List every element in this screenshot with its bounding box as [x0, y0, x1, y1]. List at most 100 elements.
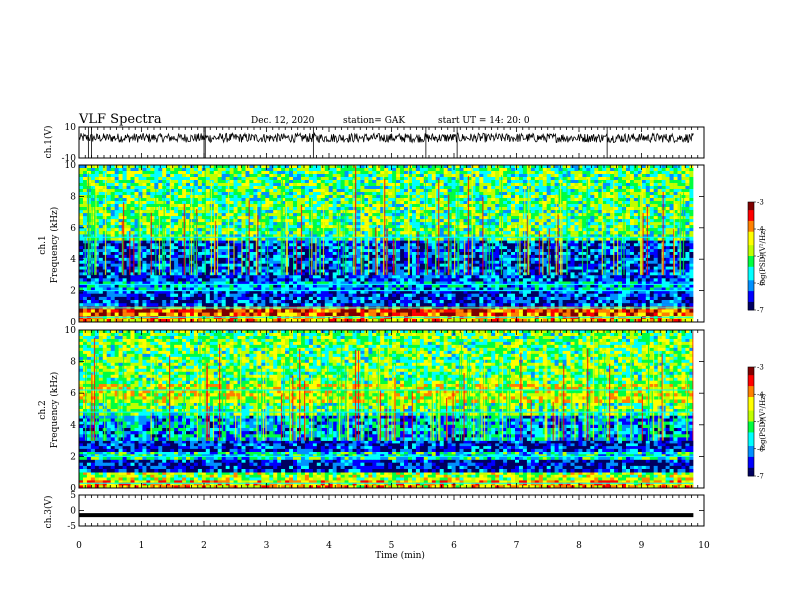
spectrogram-cell: [150, 266, 155, 270]
spectrogram-cell: [550, 318, 555, 323]
spectrogram-cell: [221, 312, 226, 316]
spectrogram-cell: [174, 246, 179, 250]
spectrogram-cell: [170, 168, 175, 172]
spectrogram-cell: [118, 287, 123, 291]
spectrogram-cell: [657, 246, 662, 250]
spectrogram-cell: [352, 272, 357, 276]
spectrogram-cell: [308, 272, 314, 276]
spectrogram-cell: [582, 309, 587, 313]
spectrogram-cell: [479, 260, 484, 264]
spectrogram-cell: [459, 290, 464, 294]
spectrogram-cell: [229, 303, 234, 307]
spectrogram-cell: [400, 269, 405, 273]
spectrogram-cell: [352, 252, 357, 256]
spectrogram-cell: [645, 312, 651, 316]
spectrogram-cell: [419, 303, 425, 307]
spectrogram-cell: [645, 296, 651, 301]
spectrogram-cell: [471, 318, 476, 323]
spectrogram-cell: [657, 240, 662, 244]
spectrogram-cell: [431, 293, 437, 298]
spectrogram-cell: [435, 263, 440, 267]
spectrogram-cell: [190, 168, 195, 172]
spectrogram-cell: [665, 296, 670, 301]
spectrogram-cell: [225, 309, 230, 313]
spectrogram-cell: [356, 281, 361, 285]
spectrogram-cell: [610, 234, 615, 238]
spectrogram-cell: [538, 309, 544, 313]
spectrogram-cell: [316, 269, 322, 273]
spectrogram-cell: [86, 303, 92, 307]
spectrogram-cell: [130, 281, 135, 285]
spectrogram-cell: [154, 275, 159, 279]
spectrogram-cell: [606, 300, 611, 304]
spectrogram-cell: [515, 234, 520, 238]
spectrogram-cell: [550, 254, 555, 259]
spectrogram-cell: [574, 303, 579, 307]
spectrogram-cell: [376, 243, 381, 247]
spectrogram-cell: [459, 240, 464, 244]
spectrogram-cell: [503, 300, 508, 304]
spectrogram-cell: [130, 293, 135, 298]
spectrogram-cell: [293, 168, 298, 172]
spectrogram-cell: [356, 275, 361, 279]
spectrogram-cell: [213, 300, 219, 304]
spectrogram-cell: [122, 269, 127, 273]
spectrogram-cell: [451, 284, 456, 288]
spectrogram-cell: [368, 287, 373, 291]
spectrogram-cell: [293, 240, 298, 244]
spectrogram-cell: [281, 312, 286, 316]
spectrogram-cell: [130, 243, 135, 247]
spectrogram-cell: [673, 254, 678, 259]
spectrogram-cell: [471, 293, 476, 298]
spectrogram-cell: [229, 269, 234, 273]
spectrogram-cell: [669, 269, 674, 273]
start-time-label: start UT = 14: 20: 0: [438, 116, 530, 126]
spectrogram-cell: [412, 249, 417, 253]
spectrogram-cell: [566, 257, 571, 262]
spectrogram-cell: [562, 269, 567, 273]
spectrogram-cell: [150, 272, 155, 276]
spectrogram-cell: [467, 243, 472, 247]
spectrogram-cell: [641, 287, 647, 291]
spectrogram-cell: [170, 240, 175, 244]
spectrogram-cell: [495, 246, 500, 250]
spectrogram-cell: [154, 252, 159, 256]
spectrogram-cell: [522, 275, 528, 279]
spectrogram-cell: [360, 296, 365, 301]
spectrogram-cell: [301, 168, 306, 172]
spectrogram-cell: [166, 257, 171, 262]
spectrogram-cell: [154, 257, 159, 262]
spectrogram-cell: [225, 300, 230, 304]
spectrogram-cell: [626, 252, 631, 256]
spectrogram-cell: [566, 312, 571, 316]
spectrogram-cell: [614, 246, 619, 250]
spectrogram-cell: [110, 263, 115, 267]
spectrogram-cell: [578, 252, 583, 256]
spectrogram-cell: [285, 309, 290, 313]
spectrogram-cell: [610, 246, 615, 250]
spectrogram-cell: [217, 290, 222, 294]
spectrogram-cell: [162, 290, 167, 294]
spectrogram-cell: [594, 260, 599, 264]
spectrogram-cell: [412, 312, 417, 316]
spectrogram-cell: [166, 278, 171, 282]
spectrogram-cell: [400, 278, 405, 282]
spectrogram-cell: [538, 296, 544, 301]
spectrogram-cell: [197, 290, 203, 294]
spectrogram-cell: [566, 240, 571, 244]
spectrogram-cell: [178, 240, 183, 244]
spectrogram-cell: [689, 287, 694, 291]
spectrogram-cell: [423, 300, 429, 304]
spectrogram-cell: [83, 309, 88, 313]
spectrogram-cell: [146, 272, 151, 276]
spectrogram-cell: [348, 287, 353, 291]
spectrogram-cell: [499, 312, 504, 316]
spectrogram-cell: [459, 168, 464, 172]
spectrogram-cell: [328, 240, 333, 244]
spectrogram-cell: [118, 260, 123, 264]
spectrogram-cell: [142, 272, 147, 276]
spectrogram-cell: [622, 278, 627, 282]
spectrogram-cell: [193, 318, 199, 323]
spectrogram-cell: [546, 293, 551, 298]
spectrogram-cell: [110, 266, 115, 270]
